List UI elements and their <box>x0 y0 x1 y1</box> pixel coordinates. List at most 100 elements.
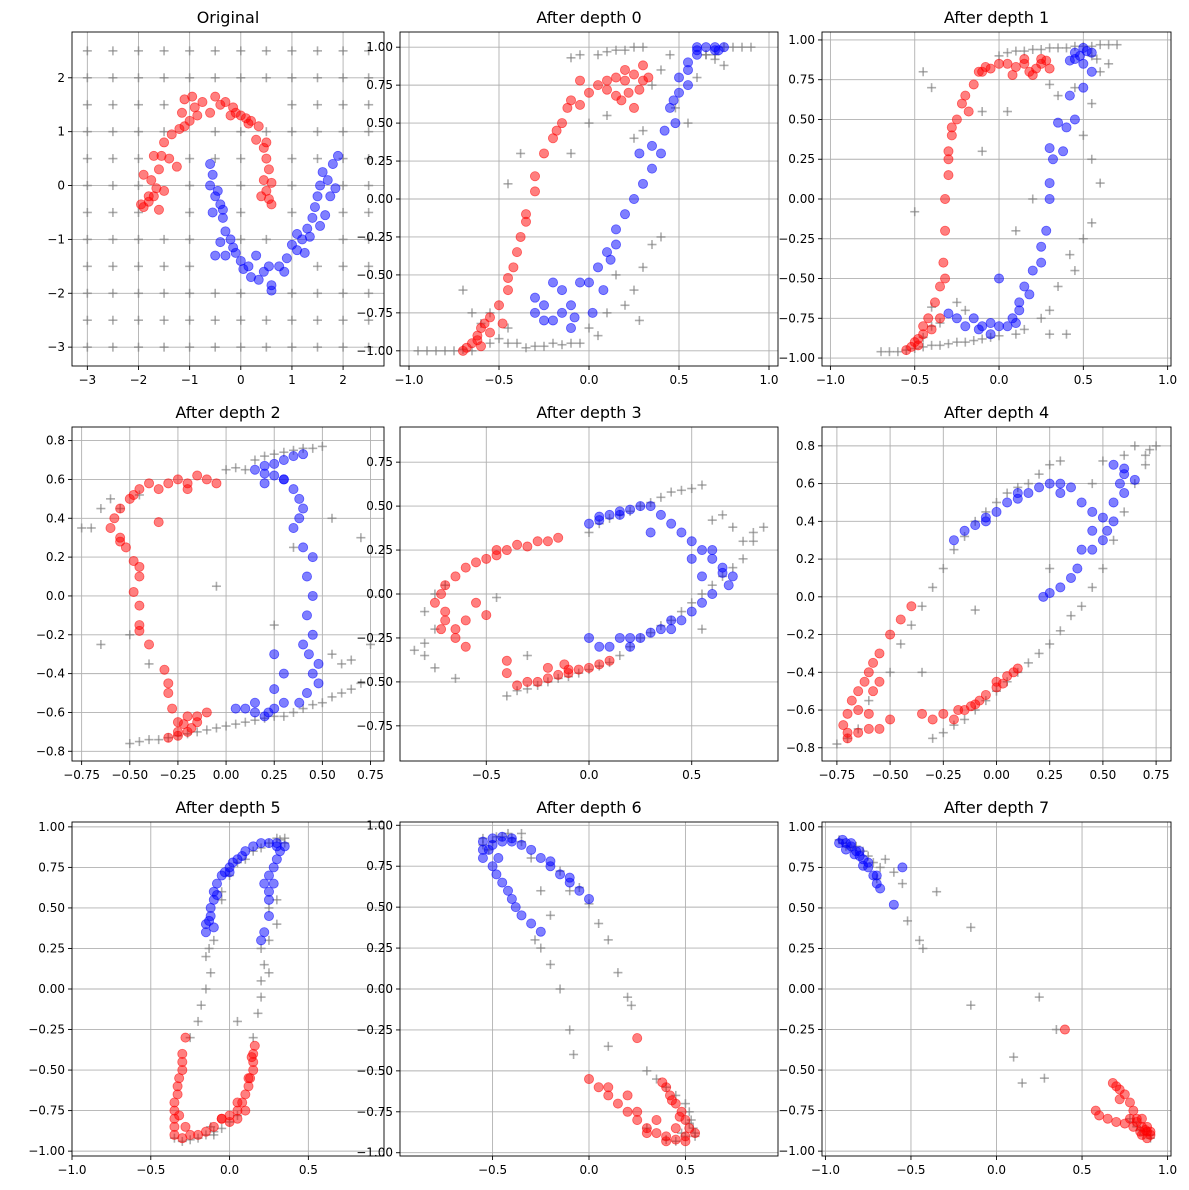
scatter-point <box>1061 122 1072 133</box>
plus-point <box>125 630 135 640</box>
scatter-point <box>313 678 324 689</box>
plus-point <box>108 315 118 325</box>
scatter-point <box>545 856 556 867</box>
y-tick-label: 0.50 <box>788 112 815 126</box>
scatter-point <box>634 148 645 159</box>
scatter-point <box>574 885 585 896</box>
scatter-point <box>614 632 625 643</box>
scatter-point <box>960 90 971 101</box>
scatter-point <box>980 516 991 527</box>
plus-point <box>449 346 459 356</box>
plus-point <box>159 261 169 271</box>
grid <box>72 32 384 366</box>
plus-point <box>602 47 612 57</box>
series-1 <box>834 834 908 910</box>
y-tick-label: 0.6 <box>46 472 65 486</box>
scatter-point <box>629 102 640 113</box>
scatter-point <box>220 97 231 108</box>
scatter-point <box>180 1121 191 1132</box>
plus-point <box>327 513 337 523</box>
plus-point <box>737 42 747 52</box>
scatter-point <box>436 624 447 635</box>
scatter-point <box>575 75 586 86</box>
plus-point <box>1002 48 1012 58</box>
grid <box>72 427 384 761</box>
scatter-point <box>666 615 677 626</box>
series-0 <box>136 91 277 215</box>
axes-frame <box>821 426 1172 762</box>
plus-point <box>431 346 441 356</box>
scatter-point <box>320 210 331 221</box>
scatter-point <box>584 277 595 288</box>
plus-point <box>308 700 318 710</box>
scatter-point <box>1078 82 1089 93</box>
scatter-point <box>557 307 568 318</box>
plus-point <box>697 589 707 599</box>
plus-point <box>210 315 220 325</box>
scatter-point <box>686 606 697 617</box>
scatter-point <box>1087 506 1098 517</box>
plus-point <box>287 154 297 164</box>
plus-point <box>133 100 143 110</box>
plus-point <box>893 347 903 357</box>
scatter-point <box>573 664 584 675</box>
plus-point <box>338 100 348 110</box>
scatter-point <box>279 841 290 852</box>
scatter-point <box>946 122 957 133</box>
scatter-point <box>263 261 274 272</box>
scatter-point <box>201 474 212 485</box>
panel-3: After depth 2 −0.75 −0.50 −0.25 0.00 0.25 0.50… <box>36 403 385 782</box>
plus-point <box>1011 46 1021 56</box>
x-tick-label: −3 <box>78 373 96 387</box>
x-tick-label: 0.75 <box>357 768 384 782</box>
scatter-point <box>105 522 116 533</box>
plus-point <box>108 127 118 137</box>
scatter-point <box>868 686 879 697</box>
panel-5: After depth 4 −0.75 −0.50 −0.25 0.00 0.25 0.50… <box>786 403 1172 782</box>
scatter-point <box>313 658 324 669</box>
plus-point <box>338 46 348 56</box>
scatter-point <box>263 870 274 881</box>
plus-point <box>210 342 220 352</box>
plus-point <box>467 308 477 318</box>
scatter-point <box>532 676 543 687</box>
scatter-point <box>205 158 216 169</box>
plus-point <box>1011 226 1021 236</box>
scatter-point <box>594 511 605 522</box>
plus-point <box>261 234 271 244</box>
scatter-point <box>885 629 896 640</box>
series-0 <box>429 532 615 691</box>
plus-point <box>159 342 169 352</box>
plus-point <box>1104 59 1114 69</box>
scatter-point <box>1102 525 1113 536</box>
y-tick-label: 0.25 <box>788 941 815 955</box>
plus-point <box>210 127 220 137</box>
series-0 <box>1059 1024 1156 1144</box>
plus-point <box>1140 450 1150 460</box>
plus-point <box>485 338 495 348</box>
scatter-point <box>1010 318 1021 329</box>
x-tick-label: 0.0 <box>989 373 1008 387</box>
plus-point <box>240 717 250 727</box>
plus-point <box>566 148 576 158</box>
plus-point <box>133 207 143 217</box>
scatter-point <box>557 285 568 296</box>
panel-0: Original −3 −2 −1 0 1 2 −3 −2 −1 0 1 2 <box>47 8 385 387</box>
plus-point <box>82 181 92 191</box>
scatter-point <box>625 632 636 643</box>
y-tick-label: −0.75 <box>28 1104 65 1118</box>
scatter-point <box>163 688 174 699</box>
scatter-point <box>938 257 949 268</box>
plus-point <box>356 678 366 688</box>
plot-area <box>413 42 756 356</box>
plus-point <box>918 943 928 953</box>
scatter-point <box>645 627 656 638</box>
scatter-point <box>243 1073 254 1084</box>
scatter-point <box>288 451 299 462</box>
y-tick-label: −0.75 <box>778 1104 815 1118</box>
scatter-point <box>1087 544 1098 555</box>
plus-point <box>236 288 246 298</box>
scatter-point <box>246 1052 257 1063</box>
scatter-point <box>661 1136 672 1147</box>
plus-point <box>422 346 432 356</box>
